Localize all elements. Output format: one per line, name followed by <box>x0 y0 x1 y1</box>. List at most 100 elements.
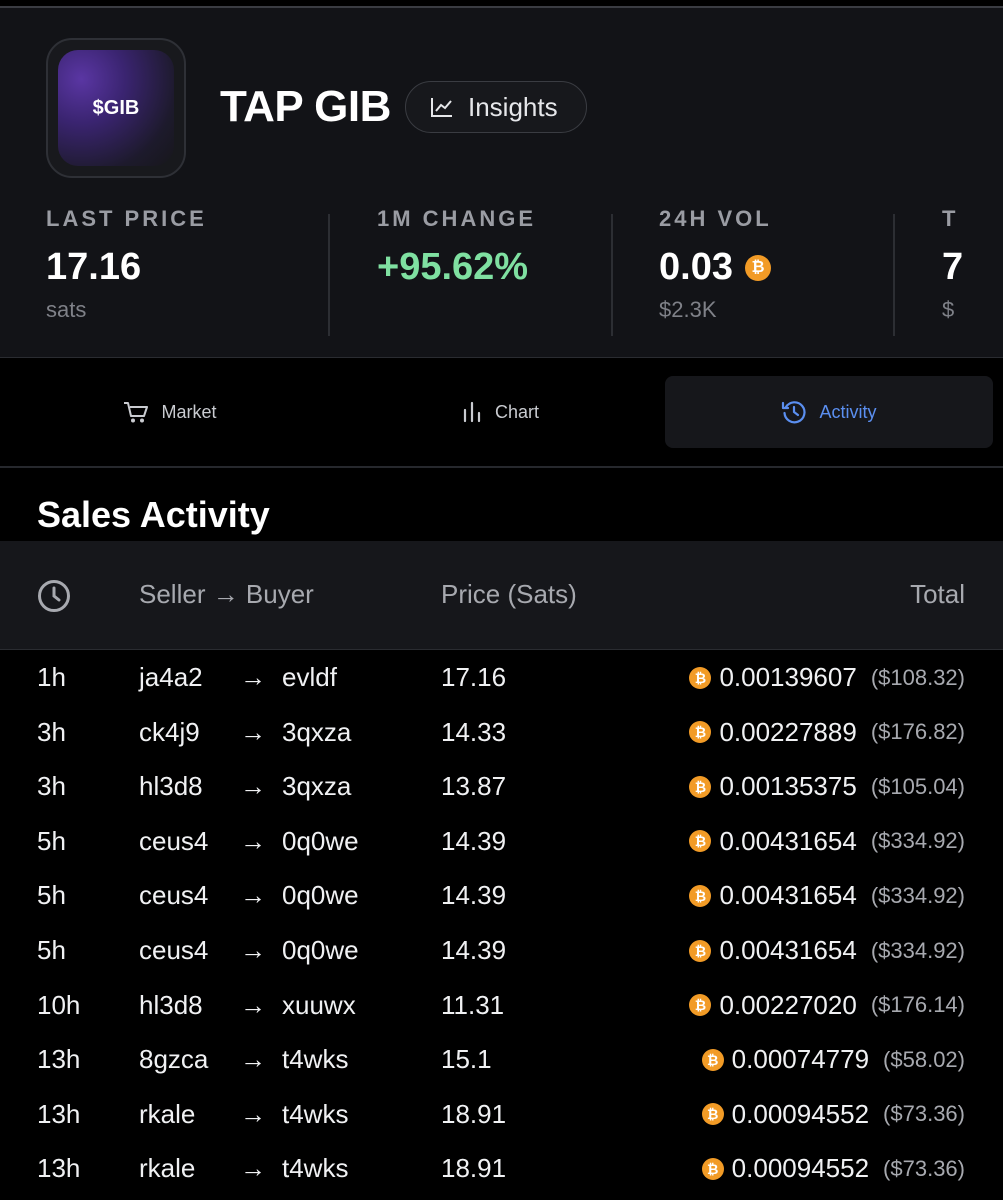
row-seller[interactable]: rkale <box>139 1098 196 1129</box>
tab-label: Activity <box>819 401 877 422</box>
cart-icon <box>124 402 149 423</box>
top-bar <box>0 0 1003 6</box>
row-total: ₿ 0.00135375 ($105.04) <box>689 771 965 802</box>
bar-chart-icon <box>463 401 481 423</box>
row-seller[interactable]: ceus4 <box>139 880 209 911</box>
row-total: ₿ 0.00094552 ($73.36) <box>701 1153 965 1184</box>
row-buyer[interactable]: t4wks <box>282 1153 349 1184</box>
tab-bar: Market Chart Activity <box>0 358 1003 468</box>
row-total-btc: 0.00094552 <box>731 1153 870 1184</box>
row-time: 10h <box>37 989 81 1020</box>
row-seller[interactable]: ck4j9 <box>139 716 200 747</box>
table-row[interactable]: 5h ceus4 → 0q0we 14.39 ₿ 0.00431654 ($334.92) <box>0 814 1003 868</box>
token-logo-text: $GIB <box>58 50 174 166</box>
row-total-btc: 0.00074779 <box>731 1044 870 1075</box>
row-buyer[interactable]: xuuwx <box>282 989 356 1020</box>
row-total-btc: 0.00431654 <box>719 880 857 911</box>
row-total-btc: 0.00094552 <box>731 1098 870 1129</box>
table-row[interactable]: 5h ceus4 → 0q0we 14.39 ₿ 0.00431654 ($334.92) <box>0 923 1003 977</box>
stat-last-price: LAST PRICE 17.16 sats <box>46 206 207 336</box>
row-buyer[interactable]: 3qxza <box>282 716 352 747</box>
token-logo: $GIB <box>46 38 186 178</box>
table-row[interactable]: 5h ceus4 → 0q0we 14.39 ₿ 0.00431654 ($334.92) <box>0 868 1003 922</box>
divider <box>611 214 613 336</box>
row-buyer[interactable]: t4wks <box>282 1098 349 1129</box>
clock-icon <box>38 580 70 612</box>
table-row[interactable]: 1h ja4a2 → evldf 17.16 ₿ 0.00139607 ($108.32) <box>0 650 1003 704</box>
table-row[interactable]: 13h 8gzca → t4wks 15.1 ₿ 0.00074779 ($58.02) <box>0 1032 1003 1086</box>
row-buyer[interactable]: 0q0we <box>282 825 359 856</box>
arrow-right-icon: → <box>240 825 266 856</box>
stat-label: T <box>942 206 959 231</box>
row-seller[interactable]: rkale <box>139 1153 196 1184</box>
row-buyer[interactable]: 3qxza <box>282 771 352 802</box>
arrow-right-icon: → <box>240 880 266 911</box>
arrow-right-icon: → <box>240 1153 266 1184</box>
row-price: 18.91 <box>441 1098 507 1129</box>
row-total-usd: ($334.92) <box>870 882 965 908</box>
row-seller[interactable]: 8gzca <box>139 1044 209 1075</box>
arrow-right-icon: → <box>240 989 266 1020</box>
table-row[interactable]: 10h hl3d8 → xuuwx 11.31 ₿ 0.00227020 ($176.14) <box>0 978 1003 1032</box>
column-header-parties: Seller → Buyer <box>139 579 314 609</box>
arrow-right-icon: → <box>240 716 266 747</box>
row-total-btc: 0.00227889 <box>719 716 857 747</box>
bitcoin-icon: ₿ <box>744 254 771 281</box>
stat-label: 24H VOL <box>659 206 772 231</box>
stat-value: +95.62% <box>377 246 529 288</box>
row-price: 14.39 <box>441 880 507 911</box>
row-total-btc: 0.00431654 <box>719 825 857 856</box>
bitcoin-icon: ₿ <box>689 666 712 689</box>
row-seller[interactable]: hl3d8 <box>139 771 203 802</box>
column-header-total: Total <box>910 579 965 609</box>
row-total-usd: ($108.32) <box>870 664 965 690</box>
table-row[interactable]: 3h hl3d8 → 3qxza 13.87 ₿ 0.00135375 ($105.04) <box>0 759 1003 813</box>
arrow-right-icon: → <box>240 935 266 965</box>
row-time: 5h <box>37 935 66 965</box>
row-total: ₿ 0.00431654 ($334.92) <box>689 935 965 966</box>
stat-label: 1M CHANGE <box>377 206 537 231</box>
row-seller[interactable]: ja4a2 <box>139 662 203 692</box>
bitcoin-icon: ₿ <box>689 721 712 744</box>
row-price: 11.31 <box>441 989 505 1020</box>
line-chart-icon <box>431 98 452 117</box>
row-time: 5h <box>37 880 66 911</box>
row-time: 3h <box>37 771 66 802</box>
stat-label: LAST PRICE <box>46 206 207 231</box>
row-total-btc: 0.00139607 <box>719 662 857 692</box>
row-time: 1h <box>37 662 66 692</box>
bitcoin-icon: ₿ <box>701 1103 724 1126</box>
row-seller[interactable]: hl3d8 <box>139 989 203 1020</box>
row-total: ₿ 0.00094552 ($73.36) <box>701 1098 965 1130</box>
table-row[interactable]: 3h ck4j9 → 3qxza 14.33 ₿ 0.00227889 ($176.82) <box>0 705 1003 759</box>
row-total-usd: ($73.36) <box>883 1101 965 1127</box>
section-title: Sales Activity <box>37 494 270 535</box>
row-seller[interactable]: ceus4 <box>139 935 209 965</box>
table-row[interactable]: 13h rkale → t4wks 18.91 ₿ 0.00094552 ($73.36) <box>0 1141 1003 1195</box>
row-time: 13h <box>37 1044 81 1075</box>
stat-value: 7 <box>942 246 962 288</box>
row-seller[interactable]: ceus4 <box>139 825 209 856</box>
insights-button[interactable]: Insights <box>405 81 587 133</box>
token-name: TAP GIB <box>220 82 391 131</box>
table-row[interactable]: 13h rkale → t4wks 18.91 ₿ 0.00094552 ($73.36) <box>0 1087 1003 1141</box>
row-total-btc: 0.00431654 <box>719 935 857 965</box>
tab-activity[interactable]: Activity <box>665 376 993 448</box>
tab-label: Chart <box>494 401 539 422</box>
bitcoin-icon: ₿ <box>701 1157 724 1180</box>
divider <box>328 214 330 336</box>
row-time: 13h <box>37 1098 81 1129</box>
row-buyer[interactable]: evldf <box>282 662 337 692</box>
row-total-usd: ($334.92) <box>870 828 965 854</box>
tab-label: Market <box>161 401 217 422</box>
insights-label: Insights <box>468 91 558 122</box>
bitcoin-icon: ₿ <box>689 775 712 798</box>
row-price: 15.1 <box>441 1044 492 1075</box>
row-buyer[interactable]: 0q0we <box>282 880 359 911</box>
tab-chart[interactable]: Chart <box>340 376 660 448</box>
arrow-right-icon: → <box>240 771 266 802</box>
row-buyer[interactable]: 0q0we <box>282 935 359 965</box>
tab-market[interactable]: Market <box>10 376 330 448</box>
row-price: 17.16 <box>441 662 507 692</box>
row-buyer[interactable]: t4wks <box>282 1044 349 1075</box>
